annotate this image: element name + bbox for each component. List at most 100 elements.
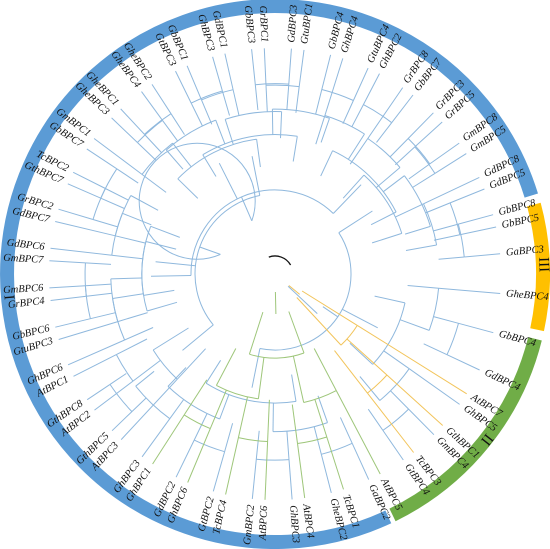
tree-branch [342,174,365,199]
tree-branch [367,138,401,168]
tree-branch [232,89,240,116]
tree-branch [351,104,364,127]
tree-branch [143,289,175,296]
tree-branch [297,443,306,499]
tree-branch [408,163,431,180]
tree-branch [169,399,185,419]
leaf-label: GdBPC3 [286,4,300,43]
tree-branch [112,293,144,299]
tree-branch [105,188,129,201]
tree-branch [314,399,328,438]
tree-branch [150,275,192,277]
tree-branch [408,408,435,436]
tree-branch [219,394,230,420]
leaf-label: GrBPC1 [257,5,270,42]
tree-branch [412,172,436,188]
tree-branch [317,395,328,423]
tree-branch [151,84,172,114]
tree-branch [86,292,112,297]
tree-branch [296,297,342,346]
tree-branch [55,318,91,328]
leaf-label: GbBPC3 [242,5,257,44]
tree-branch [86,148,118,170]
tree-branch [446,354,480,371]
tree-branch [112,298,126,341]
tree-branch [85,262,112,265]
leaf-label: AtBPC4 [300,502,316,539]
tree-branch [202,154,217,177]
tree-branch [423,203,438,246]
tree-branch [120,378,178,440]
tree-branch [414,121,443,148]
tree-branch [433,316,459,324]
tree-branch [313,426,322,455]
leaf-label: GdBPC6 [6,238,46,253]
tree-branch [335,390,381,475]
tree-branch [172,142,192,168]
tree-branch [458,214,494,225]
tree-branch [301,290,358,326]
tree-branch [288,459,293,500]
tree-branch [115,235,146,244]
tree-branch [382,175,405,193]
tree-branch [251,459,257,499]
tree-branch [224,423,234,452]
tree-branch [162,120,179,142]
tree-branch [202,134,298,156]
tree-branch [138,142,256,260]
tree-branches [49,48,501,500]
ring-separator [527,331,546,338]
tree-branch [395,203,424,218]
tree-branch [50,247,112,256]
tree-branch [297,436,327,444]
tree-branch [414,146,436,174]
tree-branch [264,441,269,500]
tree-branch [183,379,208,416]
tree-branch [375,167,401,188]
tree-branch [320,150,334,177]
tree-branch [446,323,459,355]
tree-branch [152,414,185,465]
tree-branch [256,458,290,461]
tree-branch [215,119,226,145]
tree-branch [241,196,253,221]
tree-branch [155,261,196,267]
tree-branch [315,115,326,145]
tree-branch [141,418,171,458]
tree-branch [257,357,265,399]
tree-branch [237,396,248,438]
tree-branch [291,404,298,444]
tree-branch [349,342,374,365]
tree-branch [92,219,118,228]
tree-branch [255,83,289,86]
tree-branch [141,241,148,312]
tree-branch [256,139,261,168]
tree-branch [459,226,497,236]
tree-branch [321,54,332,90]
tree-branch [225,437,239,495]
tree-branch [389,138,409,158]
tree-branch [144,134,162,153]
tree-branch [254,84,259,111]
tree-branch [367,392,414,453]
group-label-I: I [0,294,16,300]
tree-branch [374,295,406,304]
tree-branch [100,168,118,199]
tree-branch [363,174,403,234]
tree-branch [93,138,143,175]
tree-branch [251,156,261,196]
tree-branch [367,374,388,394]
tree-branch [259,232,352,351]
tree-branch [408,368,460,405]
tree-branch [248,311,264,355]
tree-branch [274,291,277,315]
group-ring-III [527,202,550,332]
tree-branch [265,84,300,88]
tree-branch [399,319,430,331]
tree-branch [186,65,202,101]
leaf-label: GrBPC4 [7,296,46,311]
tree-branch [167,367,187,387]
tree-branch [167,386,220,420]
tree-branch [177,138,257,180]
